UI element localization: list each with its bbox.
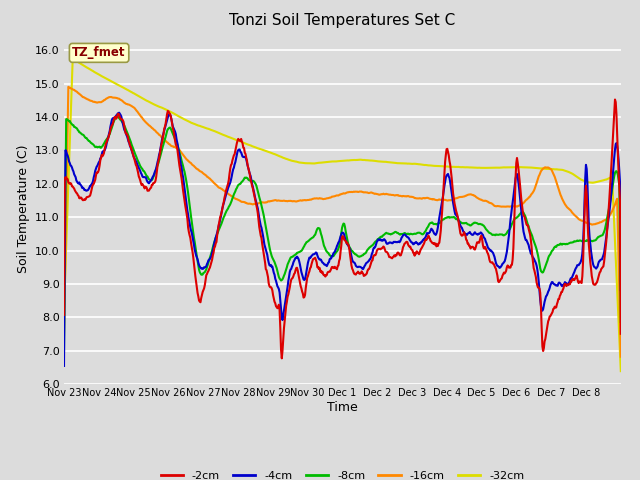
X-axis label: Time: Time bbox=[327, 401, 358, 414]
Text: TZ_fmet: TZ_fmet bbox=[72, 47, 126, 60]
Title: Tonzi Soil Temperatures Set C: Tonzi Soil Temperatures Set C bbox=[229, 13, 456, 28]
Legend: -2cm, -4cm, -8cm, -16cm, -32cm: -2cm, -4cm, -8cm, -16cm, -32cm bbox=[156, 467, 529, 480]
Y-axis label: Soil Temperature (C): Soil Temperature (C) bbox=[17, 144, 29, 273]
